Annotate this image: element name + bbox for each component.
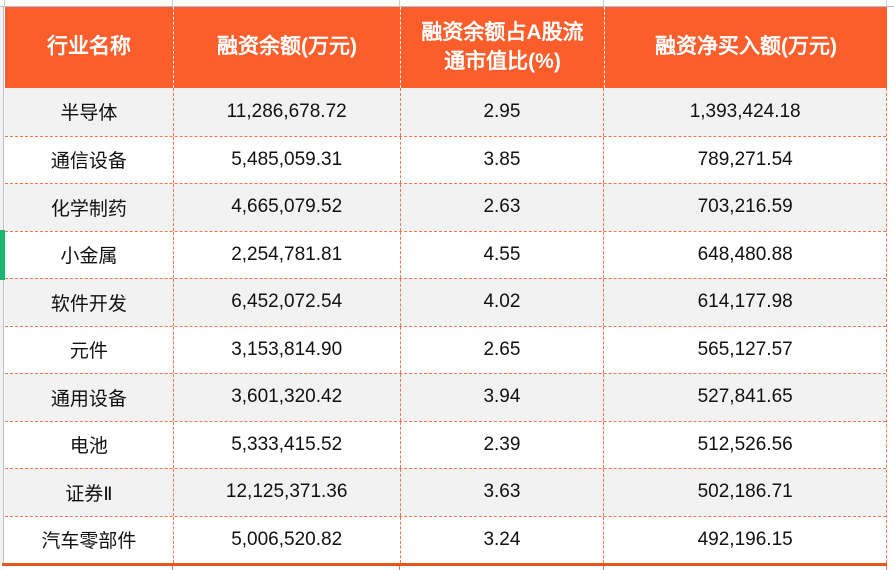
financing-balance-cell: 5,006,520.82 [172, 516, 400, 563]
sheet-left-gridline [0, 7, 4, 563]
ratio-cell: 2.39 [399, 421, 604, 468]
table-row: 证券Ⅱ 12,125,371.36 3.63 502,186.71 [5, 468, 886, 516]
col-header-net-buy-amount: 融资净买入额(万元) [604, 7, 887, 88]
ratio-cell: 3.85 [399, 136, 604, 183]
ratio-cell: 2.95 [399, 88, 604, 136]
grid-stub [886, 566, 887, 570]
financing-balance-cell: 2,254,781.81 [172, 231, 400, 278]
ratio-cell: 3.63 [399, 469, 604, 516]
net-buy-cell: 789,271.54 [603, 136, 886, 183]
net-buy-cell: 648,480.88 [603, 231, 886, 278]
grid-stub [886, 0, 887, 6]
net-buy-cell: 502,186.71 [603, 469, 886, 516]
net-buy-cell: 703,216.59 [603, 184, 886, 231]
row-selection-indicator [0, 230, 5, 280]
net-buy-cell: 512,526.56 [603, 421, 886, 468]
industry-name-cell: 证券Ⅱ [65, 483, 113, 505]
grid-stub [603, 0, 604, 6]
grid-stub [172, 566, 173, 570]
table-row: 化学制药 4,665,079.52 2.63 703,216.59 [5, 183, 886, 231]
ratio-cell: 3.94 [399, 374, 604, 421]
grid-stub [399, 566, 400, 570]
table-row: 小金属 2,254,781.81 4.55 648,480.88 [5, 230, 886, 278]
net-buy-cell: 527,841.65 [603, 374, 886, 421]
net-buy-cell: 565,127.57 [603, 326, 886, 373]
financing-balance-cell: 11,286,678.72 [172, 88, 400, 136]
industry-name-cell: 半导体 [60, 103, 118, 125]
col-header-industry: 行业名称 [47, 35, 131, 59]
industry-name-cell: 化学制药 [50, 198, 127, 220]
grid-stub [4, 0, 5, 6]
industry-name-cell: 汽车零部件 [41, 531, 137, 553]
industry-financing-table: 行业名称 融资余额(万元) 融资余额占A股流通市值比(%) 融资净买入额(万元)… [5, 7, 887, 563]
ratio-cell: 2.63 [399, 184, 604, 231]
table-row: 元件 3,153,814.90 2.65 565,127.57 [5, 325, 886, 373]
table-bottom-border [2, 563, 887, 566]
grid-stub [172, 0, 173, 6]
industry-name-cell: 元件 [69, 341, 108, 363]
table-row: 软件开发 6,452,072.54 4.02 614,177.98 [5, 278, 886, 326]
table-row: 电池 5,333,415.52 2.39 512,526.56 [5, 420, 886, 468]
grid-stub [603, 566, 604, 570]
industry-name-cell: 电池 [69, 436, 108, 458]
col-header-balance-to-marketcap-ratio: 融资余额占A股流通市值比(%) [400, 7, 604, 88]
financing-balance-cell: 3,601,320.42 [172, 374, 400, 421]
ratio-cell: 2.65 [399, 326, 604, 373]
ratio-cell: 4.02 [399, 279, 604, 326]
ratio-cell: 4.55 [399, 231, 604, 278]
industry-name-cell: 小金属 [60, 246, 118, 268]
grid-stub [399, 0, 400, 6]
table-row: 通用设备 3,601,320.42 3.94 527,841.65 [5, 373, 886, 421]
table-row: 汽车零部件 5,006,520.82 3.24 492,196.15 [5, 515, 886, 563]
col-header-financing-balance: 融资余额(万元) [173, 7, 400, 88]
industry-name-cell: 通用设备 [50, 388, 127, 410]
net-buy-cell: 492,196.15 [603, 516, 886, 563]
net-buy-cell: 1,393,424.18 [603, 88, 886, 136]
financing-balance-cell: 12,125,371.36 [172, 469, 400, 516]
industry-name-cell: 软件开发 [50, 293, 127, 315]
financing-balance-cell: 4,665,079.52 [172, 184, 400, 231]
table-row: 通信设备 5,485,059.31 3.85 789,271.54 [5, 135, 886, 183]
net-buy-cell: 614,177.98 [603, 279, 886, 326]
table-body: 半导体 11,286,678.72 2.95 1,393,424.18 通信设备 5,48… [5, 88, 887, 563]
industry-name-cell: 通信设备 [50, 151, 127, 173]
financing-balance-cell: 6,452,072.54 [172, 279, 400, 326]
financing-balance-cell: 3,153,814.90 [172, 326, 400, 373]
ratio-cell: 3.24 [399, 516, 604, 563]
table-header-row: 行业名称 融资余额(万元) 融资余额占A股流通市值比(%) 融资净买入额(万元) [5, 7, 887, 88]
financing-balance-cell: 5,485,059.31 [172, 136, 400, 183]
financing-balance-cell: 5,333,415.52 [172, 421, 400, 468]
sheet-top-gridline [0, 0, 894, 7]
table-row: 半导体 11,286,678.72 2.95 1,393,424.18 [5, 88, 886, 136]
